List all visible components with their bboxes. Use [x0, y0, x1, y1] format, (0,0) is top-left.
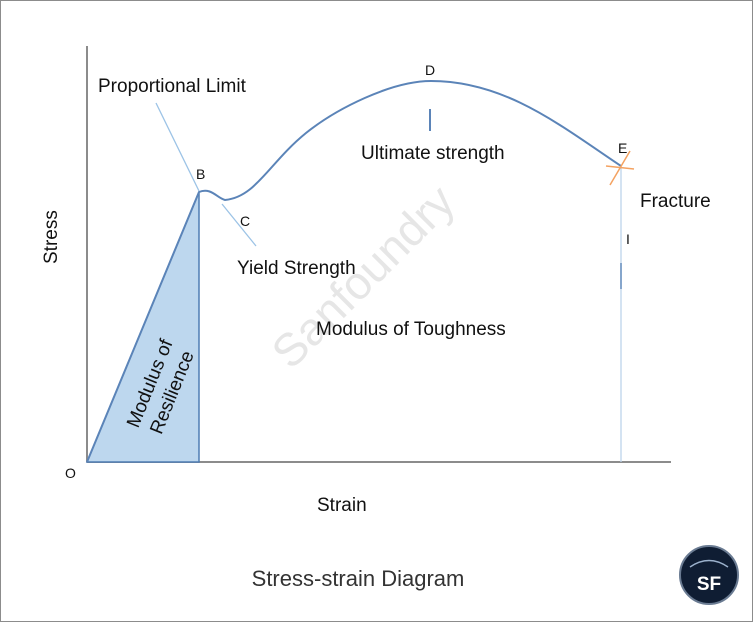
logo-text: SF	[697, 574, 721, 595]
x-axis-label: Strain	[317, 495, 367, 516]
yield-strength-leader	[221, 203, 257, 247]
sanfoundry-logo: SF	[679, 545, 739, 605]
point-c-label: C	[240, 213, 250, 229]
fracture-cross-2	[605, 165, 635, 170]
point-d-label: D	[425, 62, 435, 78]
proportional-limit-label: Proportional Limit	[98, 76, 247, 97]
diagram-caption: Stress-strain Diagram	[252, 566, 465, 591]
stress-strain-curve	[86, 79, 622, 463]
point-b-label: B	[196, 166, 205, 182]
fracture-label: Fracture	[640, 191, 711, 212]
origin-label: O	[65, 465, 76, 481]
y-axis-label: Stress	[41, 210, 62, 264]
modulus-of-toughness-label: Modulus of Toughness	[316, 319, 506, 340]
ultimate-strength-label: Ultimate strength	[361, 143, 505, 164]
fracture-marker-label: I	[626, 231, 630, 247]
point-e-label: E	[618, 140, 627, 156]
proportional-limit-leader	[155, 102, 200, 192]
yield-strength-label: Yield Strength	[237, 258, 356, 279]
